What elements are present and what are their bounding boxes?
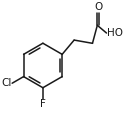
Text: O: O — [94, 2, 102, 12]
Text: F: F — [40, 99, 46, 109]
Text: HO: HO — [107, 28, 123, 38]
Text: Cl: Cl — [1, 78, 12, 88]
